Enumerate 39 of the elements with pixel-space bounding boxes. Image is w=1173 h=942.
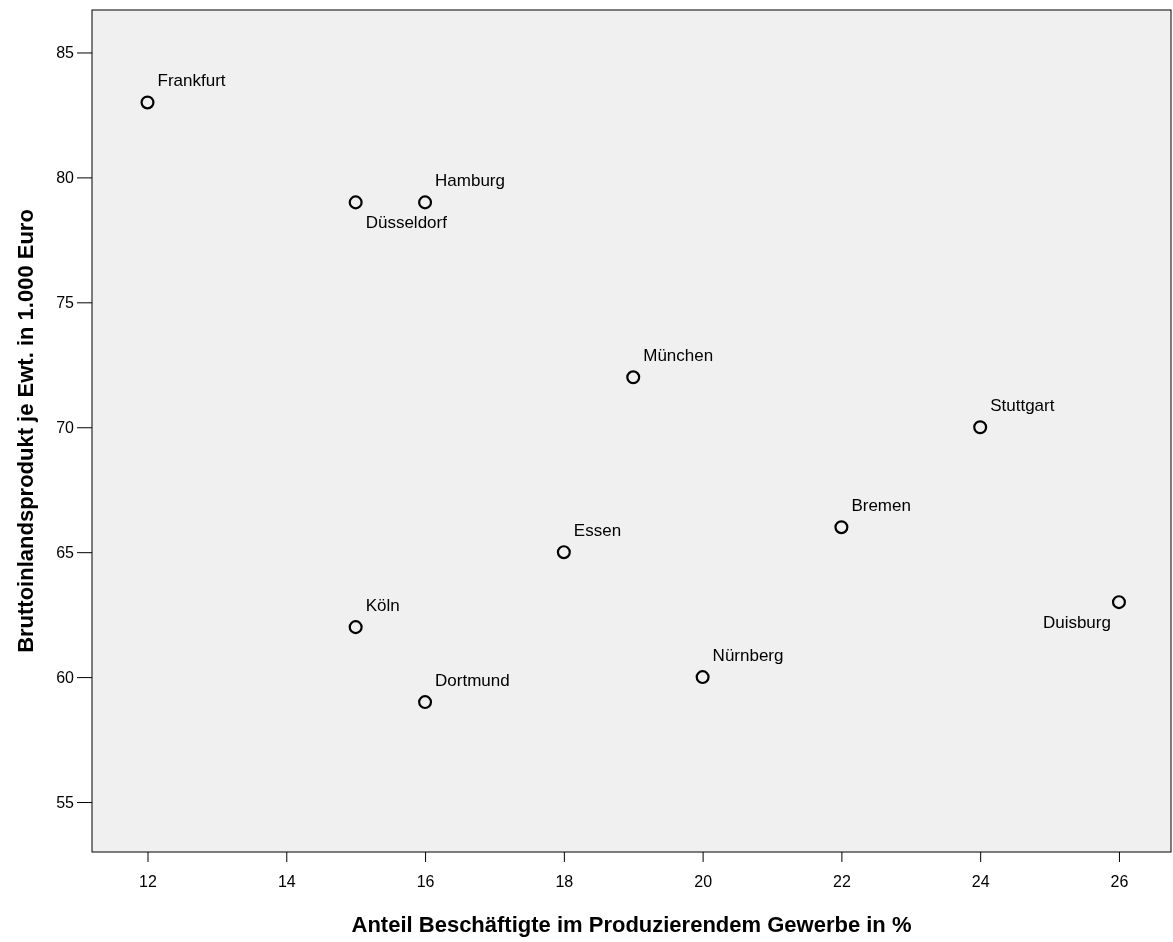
annotation: Bremen — [851, 496, 911, 516]
annotation: Düsseldorf — [365, 213, 448, 233]
annotation: Duisburg — [1042, 613, 1111, 633]
annotation: Nürnberg — [712, 646, 784, 666]
annotation: Hamburg — [435, 171, 505, 191]
x-axis-title: Anteil Beschäftigte im Produzierendem Gewerbe in % — [351, 912, 912, 937]
y-tick-label: 55 — [56, 793, 75, 811]
y-tick-label: 60 — [56, 668, 75, 686]
point — [348, 195, 363, 210]
x-tick-label: 18 — [555, 873, 574, 891]
x-tick-label: 22 — [833, 873, 851, 891]
point — [140, 95, 155, 110]
x-tick-label: 12 — [139, 873, 158, 891]
annotation: Dortmund — [435, 671, 510, 691]
y-tick-label: 75 — [56, 293, 75, 311]
annotation: Köln — [365, 596, 400, 616]
y-tick-label: 70 — [56, 418, 75, 436]
y-axis-title: Bruttoinlandsprodukt je Ewt. in 1.000 Euro — [13, 209, 38, 653]
annotation: Frankfurt — [157, 71, 226, 91]
annotation: Stuttgart — [990, 396, 1055, 416]
annotation: Essen — [573, 521, 622, 541]
point — [695, 670, 710, 685]
point — [418, 695, 433, 710]
point — [1111, 595, 1126, 610]
point — [973, 420, 988, 435]
point — [834, 520, 849, 535]
point — [556, 545, 571, 560]
point — [626, 370, 641, 385]
y-tick-label: 85 — [56, 44, 75, 62]
x-tick-label: 14 — [277, 873, 296, 891]
x-tick-label: 20 — [694, 873, 713, 891]
point — [418, 195, 433, 210]
x-tick-label: 16 — [416, 873, 435, 891]
y-tick-label: 65 — [56, 543, 75, 561]
x-tick-label: 26 — [1110, 873, 1129, 891]
x-tick-label: 24 — [971, 873, 990, 891]
y-tick-label: 80 — [56, 169, 75, 187]
annotation: München — [643, 346, 714, 366]
point — [348, 620, 363, 635]
